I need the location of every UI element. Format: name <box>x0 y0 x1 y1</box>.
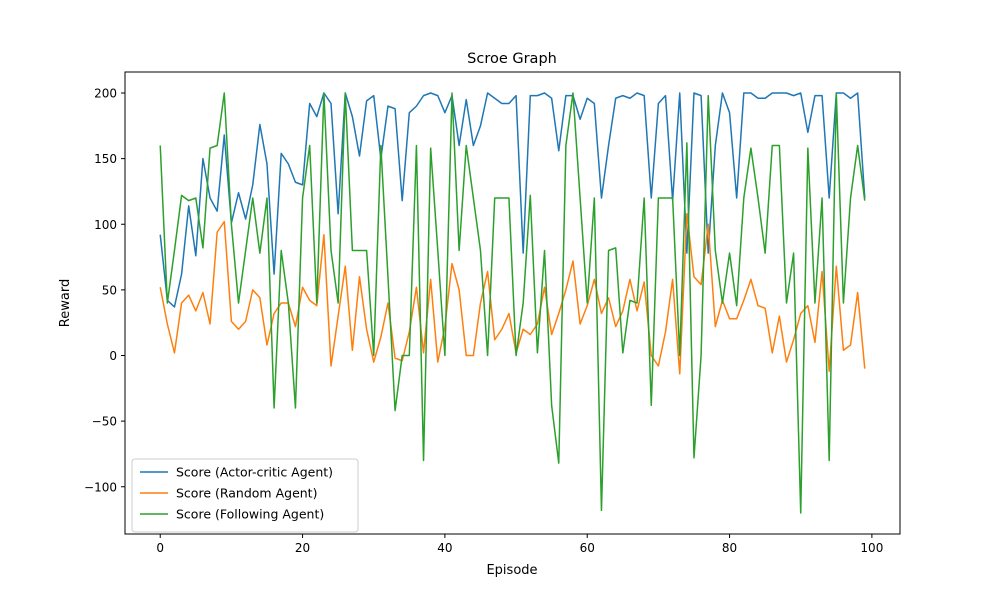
y-tick-label: 150 <box>94 152 117 166</box>
series-line-1 <box>159 213 866 375</box>
x-tick-label: 40 <box>437 541 452 555</box>
series-line-2 <box>159 92 866 514</box>
y-axis: −100 −50 0 50 100 150 200 <box>84 87 125 494</box>
legend-label-0: Score (Actor-critic Agent) <box>176 465 333 480</box>
x-tick-label: 60 <box>580 541 595 555</box>
x-tick-label: 80 <box>722 541 737 555</box>
legend: Score (Actor-critic Agent) Score (Random … <box>131 458 359 533</box>
x-tick-label: 0 <box>156 541 164 555</box>
x-axis-label: Episode <box>486 563 537 578</box>
series-layer <box>159 92 866 514</box>
legend-label-1: Score (Random Agent) <box>176 486 317 501</box>
legend-label-2: Score (Following Agent) <box>176 507 324 522</box>
y-tick-label: 0 <box>109 349 117 363</box>
legend-box <box>131 458 359 533</box>
series-line-0 <box>159 92 866 308</box>
y-tick-label: 100 <box>94 218 117 232</box>
y-tick-label: −100 <box>84 480 117 494</box>
y-tick-label: −50 <box>92 415 117 429</box>
plot-frame <box>124 71 901 535</box>
x-axis: 0 20 40 60 80 100 <box>156 534 883 555</box>
y-axis-label: Reward <box>58 279 73 327</box>
x-tick-label: 20 <box>295 541 310 555</box>
chart-title: Scroe Graph <box>467 51 557 67</box>
y-tick-label: 200 <box>94 87 117 101</box>
x-tick-label: 100 <box>860 541 883 555</box>
y-tick-label: 50 <box>102 283 117 297</box>
